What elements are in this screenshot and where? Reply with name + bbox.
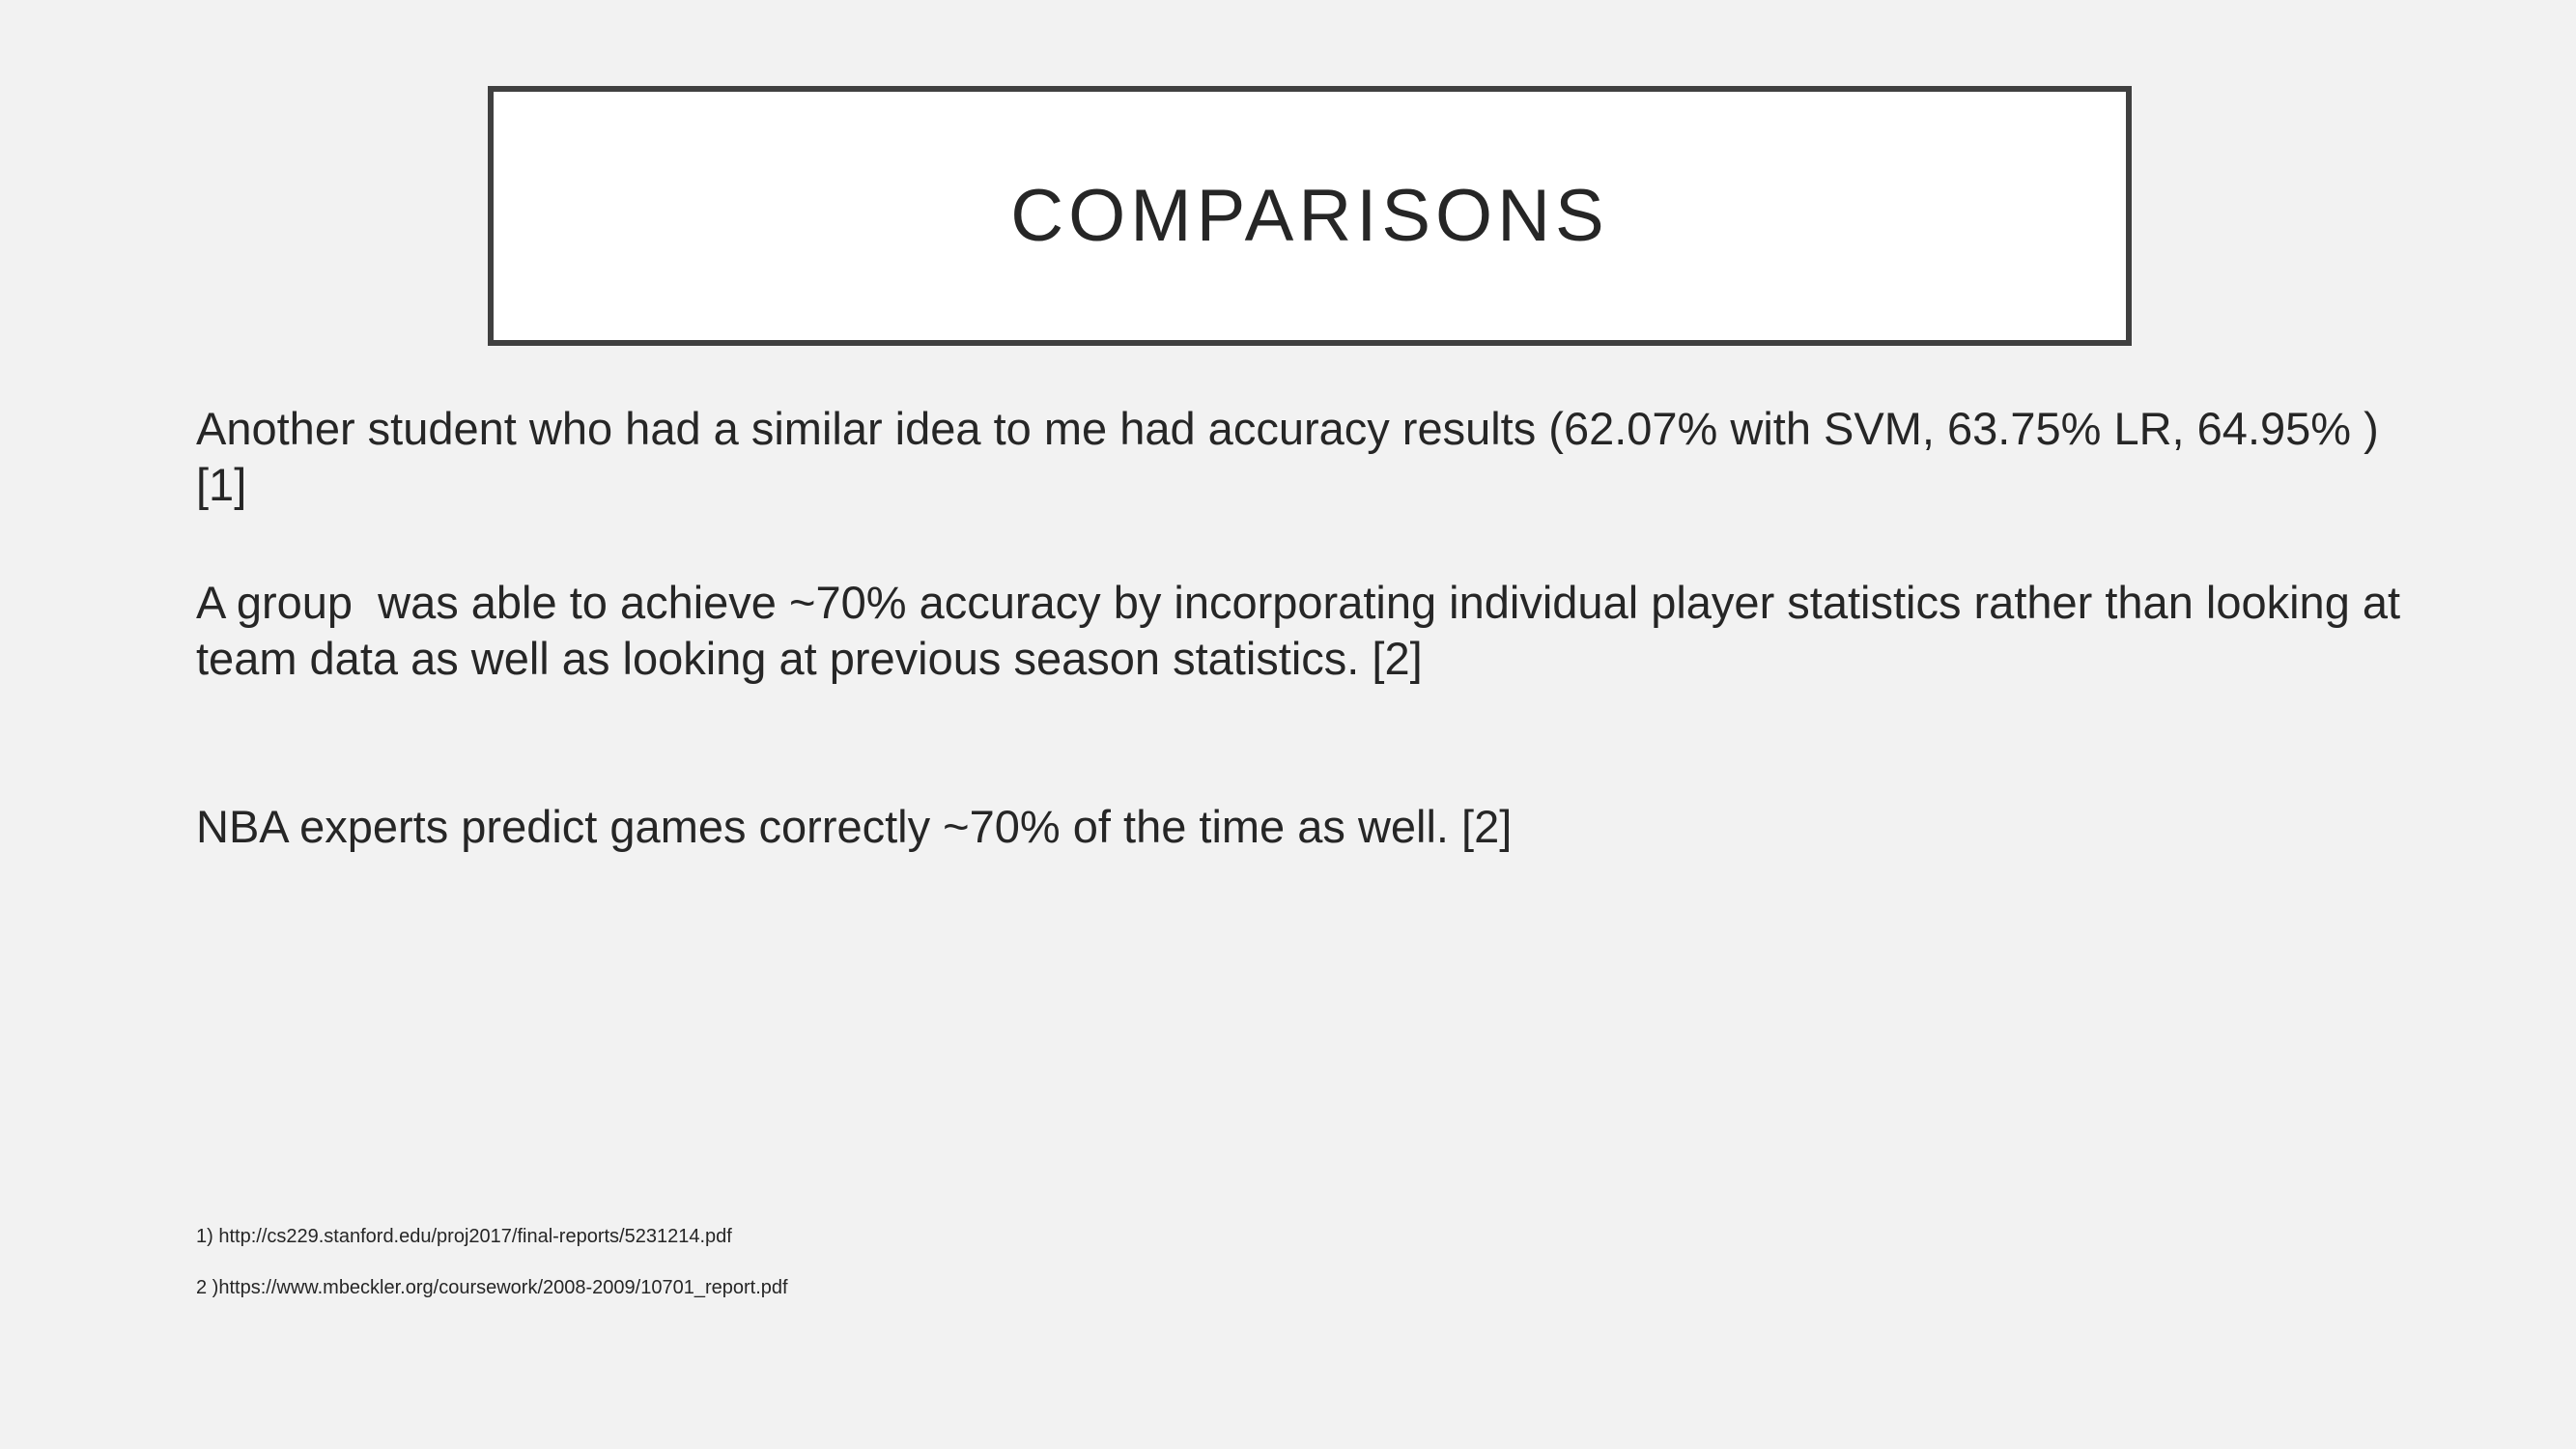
paragraph-student-results: Another student who had a similar idea t… — [196, 403, 2392, 510]
title-box: COMPARISONS — [488, 86, 2132, 346]
paragraph-group-results: A group was able to achieve ~70% accurac… — [196, 577, 2414, 684]
reference-2: 2 )https://www.mbeckler.org/coursework/2… — [196, 1277, 788, 1298]
slide-title: COMPARISONS — [1010, 175, 1609, 257]
paragraph-nba-experts: NBA experts predict games correctly ~70%… — [196, 801, 1513, 852]
reference-1: 1) http://cs229.stanford.edu/proj2017/fi… — [196, 1226, 732, 1247]
